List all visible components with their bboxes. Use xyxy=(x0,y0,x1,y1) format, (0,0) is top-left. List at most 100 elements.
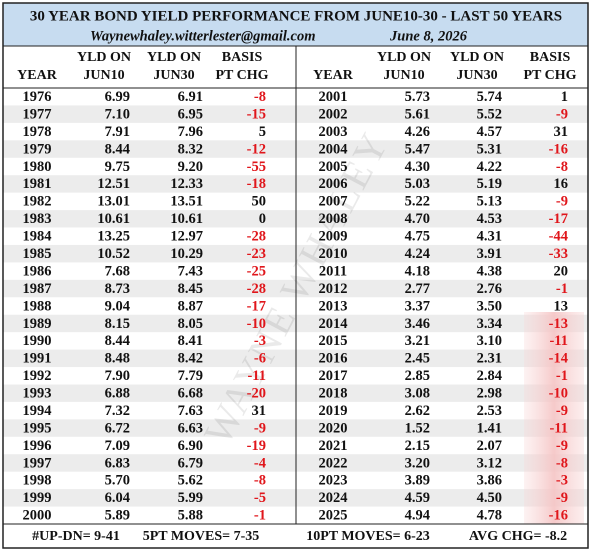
cell: -17 xyxy=(549,211,568,227)
cell: 1994 xyxy=(23,403,52,419)
cell: 2024 xyxy=(319,490,348,506)
cell: 5.22 xyxy=(405,194,430,210)
column-header: YLD ON xyxy=(147,50,201,65)
cell: 1995 xyxy=(23,420,52,436)
cell: 10.52 xyxy=(97,246,130,262)
cell: 8.41 xyxy=(178,333,203,349)
cell: 2010 xyxy=(319,246,348,262)
cell: 2005 xyxy=(319,159,348,175)
column-header: BASIS xyxy=(222,50,263,65)
cell: 2.85 xyxy=(405,368,430,384)
cell: 50 xyxy=(252,194,267,210)
cell: 6.91 xyxy=(178,89,203,105)
cell: -4 xyxy=(254,455,266,471)
cell: 8.73 xyxy=(105,281,130,297)
cell: 4.57 xyxy=(477,124,502,140)
cell: 16 xyxy=(554,176,569,192)
cell: 7.96 xyxy=(178,124,203,140)
cell: 12.51 xyxy=(97,176,130,192)
cell: -25 xyxy=(247,263,266,279)
column-header: YLD ON xyxy=(77,50,131,65)
highlight xyxy=(524,312,584,524)
cell: 1990 xyxy=(23,333,52,349)
cell: 13.51 xyxy=(170,194,203,210)
cell: 8.42 xyxy=(178,351,203,367)
column-header: PT CHG xyxy=(215,68,268,83)
cell: 4.24 xyxy=(405,246,430,262)
column-header: YLD ON xyxy=(450,50,504,65)
cell: 2018 xyxy=(319,386,348,402)
cell: 2008 xyxy=(319,211,348,227)
cell: 4.59 xyxy=(405,490,430,506)
cell: 8.87 xyxy=(178,298,203,314)
cell: 2003 xyxy=(319,124,348,140)
cell: 2007 xyxy=(319,194,348,210)
cell: -28 xyxy=(247,281,266,297)
cell: 1992 xyxy=(23,368,52,384)
cell: 1985 xyxy=(23,246,52,262)
column-header: JUN30 xyxy=(456,68,497,83)
cell: 5.99 xyxy=(178,490,203,506)
column-header: JUN10 xyxy=(83,68,124,83)
cell: 9.20 xyxy=(178,159,203,175)
cell: 8.44 xyxy=(105,333,130,349)
cell: 7.79 xyxy=(178,368,203,384)
cell: -9 xyxy=(254,420,266,436)
cell: 6.72 xyxy=(105,420,130,436)
row-stripe xyxy=(3,210,296,228)
cell: -8 xyxy=(254,89,266,105)
cell: 1997 xyxy=(23,455,52,471)
cell: -55 xyxy=(247,159,266,175)
cell: 3.21 xyxy=(405,333,430,349)
cell: 2004 xyxy=(319,141,348,157)
cell: 3.89 xyxy=(405,473,430,489)
cell: 2017 xyxy=(319,368,348,384)
cell: 7.43 xyxy=(178,263,203,279)
cell: 5.62 xyxy=(178,473,203,489)
cell: 6.04 xyxy=(105,490,130,506)
cell: 8.15 xyxy=(105,316,130,332)
cell: 1983 xyxy=(23,211,52,227)
cell: -10 xyxy=(549,386,568,402)
column-header: BASIS xyxy=(530,50,571,65)
row-stripe xyxy=(3,140,296,158)
summary: #UP-DN= 9-41 xyxy=(32,529,120,544)
cell: 7.09 xyxy=(105,438,130,454)
cell: -10 xyxy=(247,316,266,332)
cell: 5.70 xyxy=(105,473,130,489)
cell: 3.86 xyxy=(477,473,502,489)
cell: 1996 xyxy=(23,438,52,454)
cell: 2023 xyxy=(319,473,348,489)
cell: 3.50 xyxy=(477,298,502,314)
cell: 31 xyxy=(554,124,569,140)
cell: -3 xyxy=(254,333,266,349)
title-band xyxy=(3,3,588,46)
row-stripe xyxy=(3,489,296,507)
cell: 1.52 xyxy=(405,420,430,436)
cell: 3.34 xyxy=(477,316,502,332)
row-stripe xyxy=(296,140,588,158)
cell: 13.01 xyxy=(97,194,130,210)
email: Waynewhaley.witterlester@gmail.com xyxy=(90,28,316,44)
row-stripe xyxy=(296,454,588,472)
cell: 4.30 xyxy=(405,159,430,175)
cell: 2006 xyxy=(319,176,348,192)
cell: 8.32 xyxy=(178,141,203,157)
cell: 2019 xyxy=(319,403,348,419)
cell: 2.15 xyxy=(405,438,430,454)
cell: -16 xyxy=(549,141,568,157)
cell: 5.61 xyxy=(405,106,430,122)
cell: 1999 xyxy=(23,490,52,506)
cell: 2.84 xyxy=(477,368,502,384)
cell: -19 xyxy=(247,438,266,454)
cell: 5.88 xyxy=(178,508,203,524)
cell: 8.45 xyxy=(178,281,203,297)
cell: -11 xyxy=(549,420,568,436)
cell: 4.26 xyxy=(405,124,430,140)
cell: 5.19 xyxy=(477,176,502,192)
cell: 1979 xyxy=(23,141,52,157)
cell: 12.33 xyxy=(170,176,203,192)
cell: 2.98 xyxy=(477,386,502,402)
cell: 4.50 xyxy=(477,490,502,506)
